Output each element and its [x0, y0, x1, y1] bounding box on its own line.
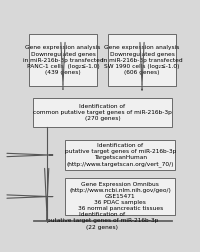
FancyBboxPatch shape — [33, 98, 172, 127]
FancyBboxPatch shape — [65, 178, 175, 215]
FancyBboxPatch shape — [108, 34, 176, 86]
Text: Gene Expression Omnibus
(http://www.ncbi.nlm.nih.gov/geo/)
GSE15471
36 PDAC samp: Gene Expression Omnibus (http://www.ncbi… — [69, 182, 171, 211]
Text: Gene expression analysis
Downregulated genes
in miR-216b-3p transfected
SW 1990 : Gene expression analysis Downregulated g… — [102, 45, 182, 75]
Text: Gene expression analysis
Downregulated genes
in miR-216b-3p transfected
PANC-1 c: Gene expression analysis Downregulated g… — [23, 45, 103, 75]
FancyBboxPatch shape — [65, 140, 175, 170]
Text: Identification of
common putative target genes of miR-216b-3p
(270 genes): Identification of common putative target… — [33, 104, 172, 121]
Text: Identification of
putative target genes of miR-216b-3p
TargetscanHuman
(http://w: Identification of putative target genes … — [65, 143, 176, 167]
FancyBboxPatch shape — [29, 34, 97, 86]
FancyBboxPatch shape — [33, 220, 172, 221]
Text: Identification of
putative target genes of miR-216b-3p
(22 genes): Identification of putative target genes … — [47, 212, 158, 230]
